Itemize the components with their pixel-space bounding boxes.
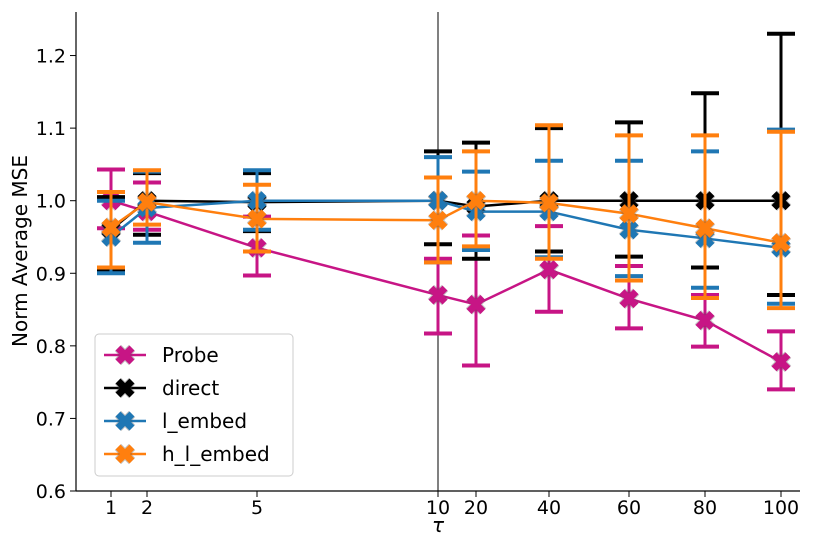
legend-marker: [114, 344, 136, 366]
marker-cross: [466, 295, 486, 314]
x-axis-label: τ: [432, 513, 445, 537]
data-point-h-l-embed: [538, 192, 560, 214]
y-tick-label: 1.1: [36, 118, 66, 140]
legend-label: Probe: [162, 343, 219, 367]
error-bar-h-l-embed: [615, 133, 643, 283]
marker-cross: [771, 352, 791, 372]
marker-cross: [137, 192, 157, 212]
marker-cross: [619, 289, 639, 309]
data-point-probe: [465, 294, 487, 315]
data-point-h-l-embed: [246, 208, 268, 230]
marker-cross: [115, 378, 135, 398]
legend-marker: [114, 443, 136, 465]
legend-label: l_embed: [162, 409, 247, 433]
legend-label: direct: [162, 376, 219, 400]
data-point-probe: [538, 259, 560, 280]
x-tick-label: 1: [105, 497, 117, 519]
y-tick-label: 0.8: [36, 336, 66, 358]
x-tick-label: 5: [251, 497, 263, 519]
legend-item-direct: direct: [104, 376, 219, 400]
legend-marker: [114, 377, 136, 399]
marker-cross: [115, 444, 135, 464]
marker-cross: [428, 210, 448, 230]
data-point-h-l-embed: [100, 217, 122, 238]
data-point-probe: [694, 310, 716, 331]
marker-cross: [428, 285, 448, 305]
legend-box: [94, 333, 294, 477]
data-point-h-l-embed: [770, 232, 792, 253]
data-point-h-l-embed: [465, 190, 487, 211]
x-tick-label: 40: [537, 497, 561, 519]
data-point-h-l-embed: [694, 218, 716, 239]
y-tick-label: 1.2: [36, 46, 66, 68]
legend-marker: [114, 410, 136, 432]
marker-cross: [695, 310, 715, 330]
marker-cross: [539, 193, 559, 213]
marker-cross: [115, 345, 135, 365]
x-tick-label: 2: [141, 497, 153, 519]
x-tick-label: 10: [426, 497, 450, 519]
data-point-h-l-embed: [618, 203, 640, 224]
y-ticks: 0.6 0.7 0.8 0.9 1.0 1.1 1.2: [36, 46, 76, 503]
data-point-probe: [618, 288, 640, 309]
error-bar-h-l-embed: [767, 129, 795, 311]
y-axis-label: Norm Average MSE: [8, 155, 32, 347]
marker-cross: [771, 233, 791, 253]
y-tick-label: 0.7: [36, 408, 66, 430]
legend-label: h_l_embed: [162, 442, 270, 466]
data-point-h-l-embed: [136, 191, 158, 213]
error-bar-h-l-embed: [535, 123, 563, 261]
legend-item-probe: Probe: [104, 343, 219, 367]
marker-cross: [619, 204, 639, 224]
marker-cross: [101, 218, 121, 238]
legend: Probe direct l_embed h_l_embed: [94, 333, 294, 477]
x-tick-label: 60: [617, 497, 641, 519]
error-bar-h-l-embed: [691, 133, 719, 300]
data-point-probe: [770, 351, 792, 372]
marker-cross: [539, 260, 559, 280]
y-tick-label: 0.9: [36, 263, 66, 285]
y-tick-label: 0.6: [36, 481, 66, 503]
series-h-l-embed: [97, 123, 795, 311]
x-ticks: 1 2 5 10 20 40 60 80 100: [105, 491, 799, 519]
x-tick-label: 20: [464, 497, 488, 519]
data-point-probe: [427, 284, 449, 306]
marker-cross: [115, 411, 135, 431]
y-tick-label: 1.0: [36, 191, 66, 213]
legend-item-h-l-embed: h_l_embed: [104, 442, 270, 466]
legend-item-l-embed: l_embed: [104, 409, 247, 433]
marker-cross: [695, 218, 715, 238]
series-layer: [97, 31, 795, 392]
data-point-h-l-embed: [427, 210, 449, 231]
x-tick-label: 100: [763, 497, 799, 519]
marker-cross: [247, 209, 267, 229]
x-tick-label: 80: [693, 497, 717, 519]
marker-cross: [466, 191, 486, 211]
